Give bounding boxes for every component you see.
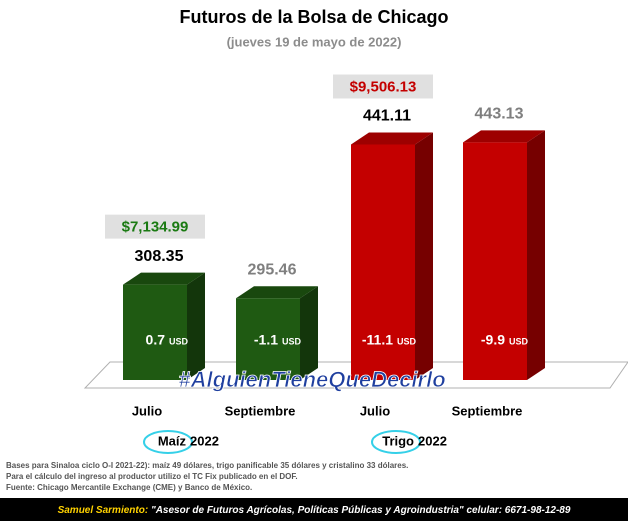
bar — [463, 142, 527, 380]
footer-bar — [0, 498, 628, 521]
group-highlight — [143, 430, 193, 454]
value-label: 308.35 — [135, 248, 184, 265]
footer-role: "Asesor de Futuros Agrícolas, Políticas … — [151, 505, 464, 516]
group-name: Trigo — [382, 433, 414, 448]
note: Fuente: Chicago Mercantile Exchange (CME… — [6, 483, 252, 492]
change-label: -1.1 — [254, 332, 278, 348]
price-box — [105, 214, 205, 239]
bar — [236, 298, 300, 380]
x-tick-label: Septiembre — [452, 403, 523, 418]
chart-subtitle: (jueves 19 de mayo de 2022) — [227, 34, 402, 49]
note: Para el cálculo del ingreso al productor… — [6, 472, 298, 481]
value-label: 443.13 — [475, 106, 524, 123]
change-unit: USD — [397, 336, 417, 346]
group-year: 2022 — [190, 433, 219, 448]
bars — [123, 130, 545, 380]
x-tick-label: Julio — [132, 403, 162, 418]
change-unit: USD — [509, 336, 529, 346]
bar-side — [527, 130, 545, 380]
change-unit: USD — [169, 336, 189, 346]
change-label: 0.7 — [146, 332, 166, 348]
group-year: 2022 — [418, 433, 447, 448]
footer-author: Samuel Sarmiento: — [58, 505, 149, 516]
change-label: -11.1 — [362, 332, 393, 348]
change-label: -9.9 — [481, 332, 505, 348]
chart-title: Futuros de la Bolsa de Chicago — [179, 7, 448, 27]
bar-top — [236, 286, 318, 299]
x-tick-label: Septiembre — [225, 403, 296, 418]
group-highlight — [371, 430, 421, 454]
bar-side — [415, 132, 433, 380]
value-label: 295.46 — [248, 261, 297, 278]
change-unit: USD — [282, 336, 302, 346]
bar-top — [351, 132, 433, 145]
footer: Samuel Sarmiento: "Asesor de Futuros Agr… — [58, 505, 571, 516]
bar-top — [463, 130, 545, 143]
price-label: $7,134.99 — [122, 219, 189, 236]
bar-top — [123, 272, 205, 285]
price-box — [333, 74, 433, 99]
bar-side — [300, 286, 318, 380]
value-label: 441.11 — [363, 108, 411, 125]
watermark: #AlguienTieneQueDecirlo — [178, 367, 445, 392]
bar — [123, 284, 187, 380]
bar-side — [187, 272, 205, 380]
footer-contact: celular: 6671-98-12-89 — [466, 505, 570, 516]
note: Bases para Sinaloa ciclo O-I 2021-22): m… — [6, 461, 408, 470]
price-label: $9,506.13 — [350, 78, 417, 95]
bar — [351, 144, 415, 380]
group-name: Maíz — [158, 433, 187, 448]
x-tick-label: Julio — [360, 403, 390, 418]
